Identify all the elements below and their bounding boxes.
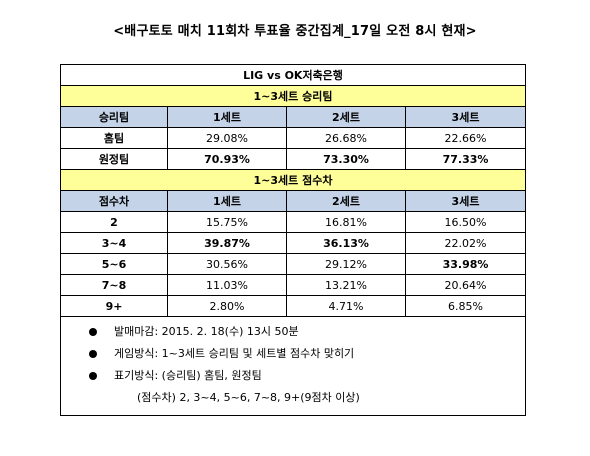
match-row: LIG vs OK저축은행: [60, 64, 526, 86]
vote-rate-cell: 13.21%: [286, 274, 406, 296]
vote-rate-cell: 16.81%: [286, 211, 406, 233]
vote-rate-cell: 30.56%: [167, 253, 287, 275]
column-header: 2세트: [286, 106, 406, 128]
column-header: 3세트: [405, 190, 526, 212]
section1-band: 1~3세트 승리팀: [60, 85, 526, 107]
table-row: 7~8 11.03% 13.21% 20.64%: [60, 274, 526, 296]
note-item: 발매마감: 2015. 2. 18(수) 13시 50분: [89, 321, 525, 343]
row-label: 5~6: [60, 253, 168, 275]
vote-rate-cell: 70.93%: [167, 148, 287, 170]
vote-rate-cell: 16.50%: [405, 211, 526, 233]
note-sub-item: (점수차) 2, 3~4, 5~6, 7~8, 9+(9점차 이상): [137, 391, 360, 404]
vote-rate-cell: 15.75%: [167, 211, 287, 233]
vote-rate-cell: 33.98%: [405, 253, 526, 275]
column-header: 3세트: [405, 106, 526, 128]
vote-rate-cell: 36.13%: [286, 232, 406, 254]
table-row: 9+ 2.80% 4.71% 6.85%: [60, 295, 526, 317]
vote-rate-cell: 2.80%: [167, 295, 287, 317]
section1-title: 1~3세트 승리팀: [60, 85, 526, 107]
vote-rate-cell: 29.12%: [286, 253, 406, 275]
vote-rate-cell: 39.87%: [167, 232, 287, 254]
table-row: 5~6 30.56% 29.12% 33.98%: [60, 253, 526, 275]
table-row: 3~4 39.87% 36.13% 22.02%: [60, 232, 526, 254]
column-header: 승리팀: [60, 106, 168, 128]
vote-rate-cell: 77.33%: [405, 148, 526, 170]
section1-header-row: 승리팀 1세트 2세트 3세트: [60, 106, 526, 128]
vote-rate-table: LIG vs OK저축은행 1~3세트 승리팀 승리팀 1세트 2세트 3세트 …: [60, 64, 526, 416]
row-label: 7~8: [60, 274, 168, 296]
bullet-icon: [89, 350, 97, 358]
bullet-icon: [89, 372, 97, 380]
vote-rate-cell: 4.71%: [286, 295, 406, 317]
row-label: 3~4: [60, 232, 168, 254]
vote-rate-cell: 20.64%: [405, 274, 526, 296]
note-item: 표기방식: (승리팀) 홈팀, 원정팀: [89, 365, 525, 387]
row-label: 홈팀: [60, 127, 168, 149]
column-header: 1세트: [167, 190, 287, 212]
section2-band: 1~3세트 점수차: [60, 169, 526, 191]
table-row: 홈팀 29.08% 26.68% 22.66%: [60, 127, 526, 149]
table-row: 2 15.75% 16.81% 16.50%: [60, 211, 526, 233]
vote-rate-cell: 26.68%: [286, 127, 406, 149]
row-label: 2: [60, 211, 168, 233]
note-item: 게임방식: 1~3세트 승리팀 및 세트별 점수차 맞히기: [89, 343, 525, 365]
section2-title: 1~3세트 점수차: [60, 169, 526, 191]
bullet-icon: [89, 328, 97, 336]
note-text: 발매마감: 2015. 2. 18(수) 13시 50분: [114, 325, 299, 338]
vote-rate-cell: 11.03%: [167, 274, 287, 296]
vote-rate-cell: 22.66%: [405, 127, 526, 149]
column-header: 1세트: [167, 106, 287, 128]
note-text: 표기방식: (승리팀) 홈팀, 원정팀: [114, 369, 262, 382]
column-header: 2세트: [286, 190, 406, 212]
vote-rate-cell: 73.30%: [286, 148, 406, 170]
vote-rate-cell: 29.08%: [167, 127, 287, 149]
row-label: 9+: [60, 295, 168, 317]
vote-rate-cell: 6.85%: [405, 295, 526, 317]
row-label: 원정팀: [60, 148, 168, 170]
column-header: 점수차: [60, 190, 168, 212]
page-title: <배구토토 매치 11회차 투표율 중간집계_17일 오전 8시 현재>: [113, 24, 477, 39]
section2-header-row: 점수차 1세트 2세트 3세트: [60, 190, 526, 212]
match-title: LIG vs OK저축은행: [60, 64, 526, 86]
note-text: 게임방식: 1~3세트 승리팀 및 세트별 점수차 맞히기: [114, 347, 355, 360]
vote-rate-cell: 22.02%: [405, 232, 526, 254]
table-row: 원정팀 70.93% 73.30% 77.33%: [60, 148, 526, 170]
